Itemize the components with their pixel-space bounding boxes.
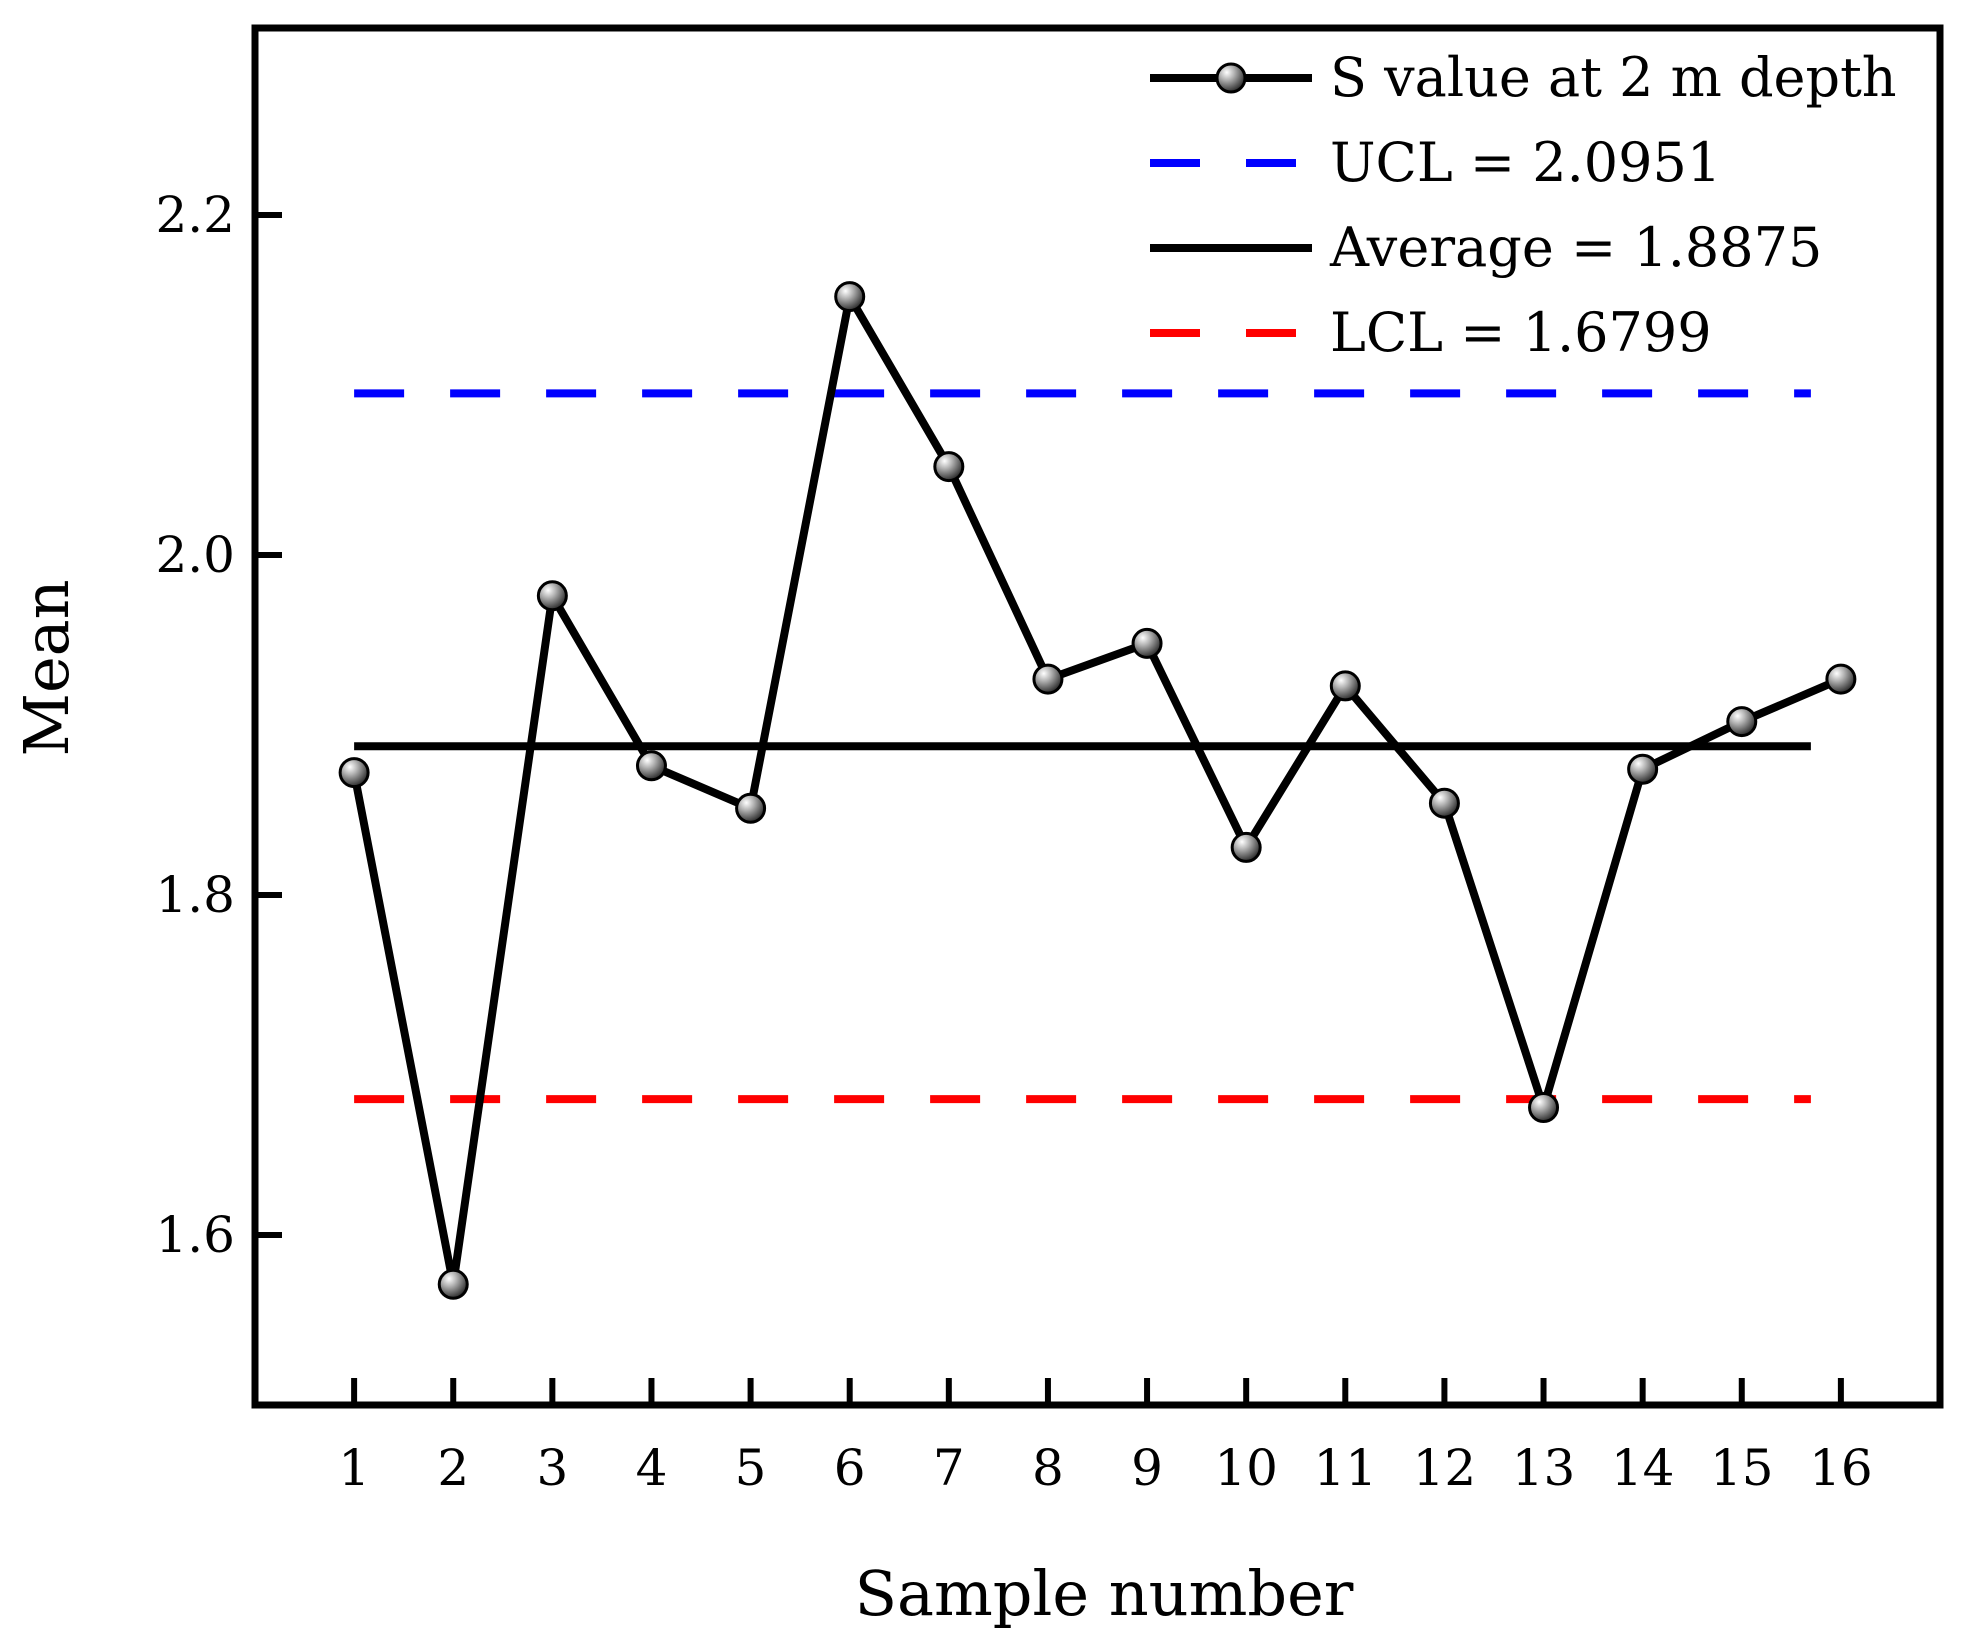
x-tick-label: 7 bbox=[933, 1439, 965, 1497]
data-point bbox=[1230, 831, 1262, 863]
data-point bbox=[735, 792, 767, 824]
data-point bbox=[437, 1268, 469, 1300]
data-point bbox=[933, 451, 965, 483]
x-tick-label: 4 bbox=[636, 1439, 668, 1497]
x-tick-label: 11 bbox=[1313, 1439, 1377, 1497]
series-layer bbox=[338, 281, 1857, 1300]
legend: S value at 2 m depth UCL = 2.0951 Average … bbox=[1150, 46, 1897, 364]
legend-label: Average = 1.8875 bbox=[1329, 216, 1822, 279]
data-point bbox=[338, 757, 370, 789]
x-tick-label: 12 bbox=[1413, 1439, 1477, 1497]
legend-label: LCL = 1.6799 bbox=[1330, 301, 1712, 364]
x-tick-label: 1 bbox=[338, 1439, 370, 1497]
x-tick-label: 3 bbox=[536, 1439, 568, 1497]
x-tick-label: 10 bbox=[1214, 1439, 1278, 1497]
series-line bbox=[350, 292, 1843, 1289]
plot-frame bbox=[251, 24, 1944, 1409]
y-axis-title: Mean bbox=[10, 579, 83, 756]
data-point bbox=[1726, 706, 1758, 738]
data-point bbox=[1528, 1092, 1560, 1123]
data-point bbox=[1627, 753, 1659, 785]
y-tick-label: 1.6 bbox=[155, 1206, 235, 1264]
reference-lines bbox=[354, 389, 1811, 1104]
data-point bbox=[635, 750, 667, 782]
legend-label: UCL = 2.0951 bbox=[1330, 131, 1721, 194]
y-tick-label: 2.2 bbox=[155, 186, 235, 244]
legend-entry: Average = 1.8875 bbox=[1150, 216, 1822, 279]
x-tick-label: 13 bbox=[1512, 1439, 1576, 1497]
x-tick-label: 9 bbox=[1131, 1439, 1163, 1497]
x-tick-label: 16 bbox=[1809, 1439, 1873, 1497]
legend-marker bbox=[1215, 62, 1247, 94]
legend-entry: S value at 2 m depth bbox=[1150, 46, 1897, 109]
axes: 1.61.82.02.21 2 3 4 5 6 7 8 9 10 11 12 13 14 15 16 bbox=[155, 24, 1944, 1497]
data-point bbox=[1825, 663, 1857, 695]
data-point bbox=[834, 281, 866, 313]
y-tick-label: 1.8 bbox=[155, 866, 235, 924]
x-tick-label: 6 bbox=[834, 1439, 866, 1497]
x-tick-label: 14 bbox=[1611, 1439, 1675, 1497]
data-point bbox=[536, 580, 568, 612]
x-axis-title: Sample number bbox=[855, 1557, 1354, 1630]
x-tick-label: 5 bbox=[735, 1439, 767, 1497]
x-tick-label: 8 bbox=[1032, 1439, 1064, 1497]
y-tick-label: 2.0 bbox=[155, 526, 235, 584]
legend-label: S value at 2 m depth bbox=[1330, 46, 1897, 109]
data-point bbox=[1428, 787, 1460, 819]
data-point bbox=[1131, 627, 1163, 659]
data-point bbox=[1032, 663, 1064, 695]
x-tick-label: 2 bbox=[437, 1439, 469, 1497]
x-tick-label: 15 bbox=[1710, 1439, 1774, 1497]
legend-entry: LCL = 1.6799 bbox=[1150, 301, 1712, 364]
legend-entry: UCL = 2.0951 bbox=[1150, 131, 1721, 194]
data-point bbox=[1329, 670, 1361, 702]
